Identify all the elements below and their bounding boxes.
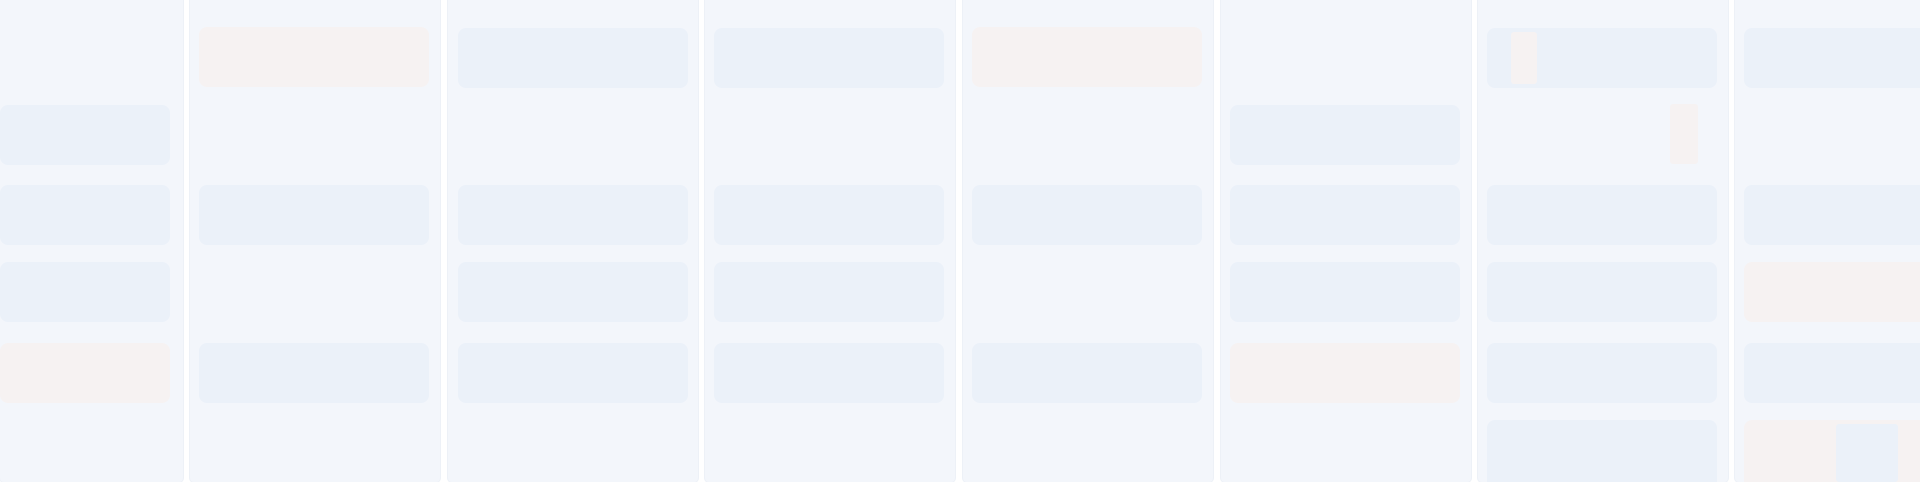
task-card[interactable] bbox=[0, 262, 170, 322]
task-card[interactable] bbox=[1230, 105, 1460, 165]
task-card[interactable] bbox=[0, 343, 170, 403]
board-column-5 bbox=[963, 0, 1213, 482]
task-card[interactable] bbox=[1230, 343, 1460, 403]
task-card[interactable] bbox=[1487, 420, 1717, 482]
board-column-7 bbox=[1478, 0, 1728, 482]
board-column-1 bbox=[0, 0, 183, 482]
task-card[interactable] bbox=[972, 343, 1202, 403]
task-card[interactable] bbox=[714, 262, 944, 322]
board-column-4 bbox=[705, 0, 955, 482]
task-card[interactable] bbox=[199, 185, 429, 245]
task-card[interactable] bbox=[458, 185, 688, 245]
board-column-2 bbox=[190, 0, 440, 482]
task-card[interactable] bbox=[458, 28, 688, 88]
task-card[interactable] bbox=[714, 28, 944, 88]
task-card[interactable] bbox=[1744, 420, 1920, 482]
task-card[interactable] bbox=[1744, 185, 1920, 245]
task-card[interactable] bbox=[199, 27, 429, 87]
task-card[interactable] bbox=[972, 27, 1202, 87]
task-card[interactable] bbox=[0, 185, 170, 245]
task-card[interactable] bbox=[714, 185, 944, 245]
board-column-3 bbox=[448, 0, 698, 482]
board-column-6 bbox=[1221, 0, 1471, 482]
task-card[interactable] bbox=[1744, 343, 1920, 403]
task-card[interactable] bbox=[1487, 343, 1717, 403]
task-card[interactable] bbox=[1487, 185, 1717, 245]
task-card[interactable] bbox=[458, 343, 688, 403]
task-card[interactable] bbox=[1487, 262, 1717, 322]
board-column-8 bbox=[1735, 0, 1920, 482]
task-card[interactable] bbox=[1744, 262, 1920, 322]
task-card[interactable] bbox=[199, 343, 429, 403]
task-card[interactable] bbox=[1230, 185, 1460, 245]
task-card[interactable] bbox=[714, 343, 944, 403]
label-chip bbox=[1511, 32, 1537, 84]
task-card[interactable] bbox=[972, 185, 1202, 245]
label-chip bbox=[1836, 424, 1898, 482]
task-card[interactable] bbox=[0, 105, 170, 165]
task-card[interactable] bbox=[1744, 28, 1920, 88]
task-card[interactable] bbox=[458, 262, 688, 322]
label-chip bbox=[1670, 104, 1698, 164]
task-card[interactable] bbox=[1230, 262, 1460, 322]
task-card[interactable] bbox=[1487, 28, 1717, 88]
